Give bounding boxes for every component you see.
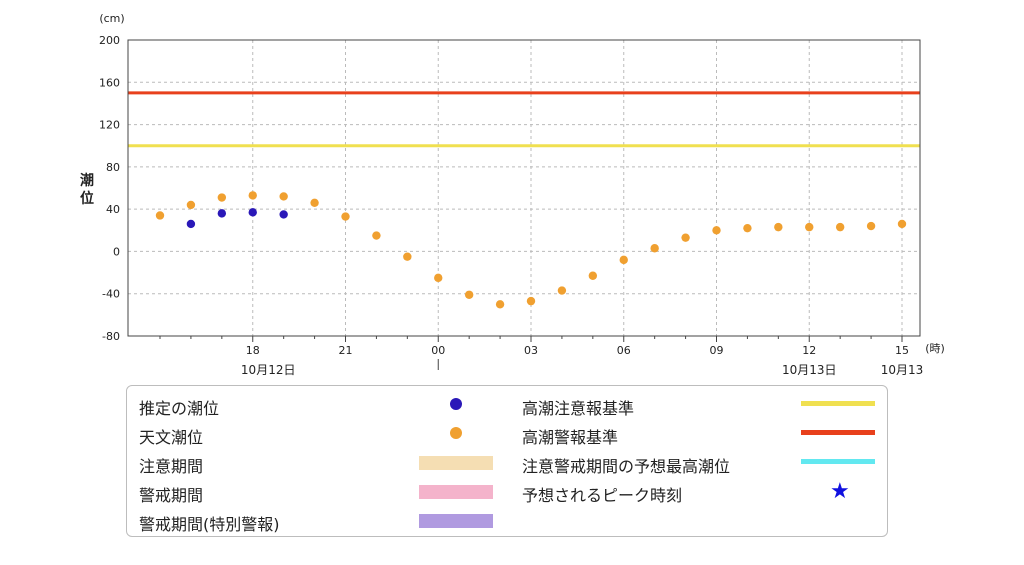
legend-forecast-max-label: 注意警戒期間の予想最高潮位 — [522, 457, 731, 476]
data-point — [217, 209, 227, 218]
data-point — [310, 198, 319, 207]
legend-warning-line — [801, 430, 875, 435]
data-point — [155, 211, 165, 220]
data-point — [557, 286, 567, 295]
data-point — [835, 222, 845, 232]
legend-warning-period-swatch — [419, 485, 493, 499]
y-tick-label: -80 — [102, 330, 120, 343]
y-tick-label: 80 — [106, 161, 120, 174]
legend-caution-period-label: 注意期間 — [139, 457, 204, 476]
data-point — [372, 231, 381, 240]
legend-peak-time-label: 予想されるピーク時刻 — [522, 486, 683, 505]
legend-warning-label: 高潮警報基準 — [522, 428, 619, 447]
data-point — [186, 200, 196, 210]
y-tick-label: -40 — [102, 288, 120, 301]
x-axis-unit: (時) — [925, 342, 945, 355]
data-point — [897, 219, 907, 229]
data-point — [217, 193, 227, 202]
legend-warning-period-label: 警戒期間 — [139, 486, 204, 505]
data-point — [403, 252, 412, 261]
date-label: 10月13日 — [782, 363, 837, 377]
data-point — [712, 226, 721, 235]
x-tick-label: 06 — [617, 344, 631, 357]
y-tick-label: 40 — [106, 203, 120, 216]
peak-star-icon: ★ — [830, 479, 850, 504]
data-point — [186, 219, 196, 229]
y-tick-label: 0 — [113, 245, 120, 258]
data-point — [279, 192, 288, 201]
data-point — [279, 210, 288, 219]
legend-astronomical-label: 天文潮位 — [139, 428, 204, 447]
data-point — [341, 212, 350, 221]
x-tick-label: 21 — [339, 344, 353, 357]
plot-frame — [127, 39, 921, 337]
legend: 推定の潮位 高潮注意報基準 天文潮位 高潮警報基準 注意期間 注意警戒期間の予想… — [126, 385, 888, 537]
x-tick-label: 00 — [431, 344, 445, 357]
reference-lines — [128, 91, 920, 148]
tide-chart: 200 160 120 80 40 0 -40 -80 18 21 00 03 06 09 12 15 10月1… — [80, 12, 945, 377]
data-point — [526, 296, 536, 306]
date-label: 10月13 — [881, 363, 924, 377]
x-tick-label: 12 — [802, 344, 816, 357]
y-axis-label: 潮位 — [80, 172, 94, 207]
x-tick-label: 15 — [895, 344, 909, 357]
data-points — [155, 191, 907, 309]
x-tick-label: 18 — [246, 344, 260, 357]
axes: 200 160 120 80 40 0 -40 -80 18 21 00 03 06 09 12 15 10月1… — [99, 34, 923, 377]
data-point — [866, 221, 876, 231]
y-tick-label: 160 — [99, 76, 120, 89]
x-tick-label: 09 — [710, 344, 724, 357]
legend-advisory-label: 高潮注意報基準 — [522, 399, 635, 418]
data-point — [650, 244, 659, 253]
data-point — [743, 223, 752, 233]
data-point — [248, 191, 257, 200]
grid — [128, 40, 920, 336]
x-tick-label: 03 — [524, 344, 538, 357]
legend-special-warning-swatch — [419, 514, 493, 528]
data-point — [619, 255, 628, 265]
legend-estimated-label: 推定の潮位 — [139, 399, 220, 418]
legend-caution-period-swatch — [419, 456, 493, 470]
y-tick-label: 200 — [99, 34, 120, 47]
data-point — [774, 222, 783, 232]
data-point — [248, 208, 257, 217]
legend-special-warning-label: 警戒期間(特別警報) — [139, 515, 280, 534]
data-point — [588, 271, 598, 280]
data-point — [495, 300, 505, 309]
data-point — [434, 273, 443, 283]
data-point — [681, 233, 690, 242]
legend-advisory-line — [801, 401, 875, 406]
legend-estimated-marker — [450, 398, 462, 410]
date-label: 10月12日 — [241, 363, 296, 377]
legend-astronomical-marker — [450, 427, 462, 439]
data-point — [464, 290, 474, 299]
y-tick-label: 120 — [99, 119, 120, 132]
legend-forecast-max-line — [801, 459, 875, 464]
y-axis-unit: (cm) — [99, 12, 124, 25]
data-point — [805, 222, 814, 232]
